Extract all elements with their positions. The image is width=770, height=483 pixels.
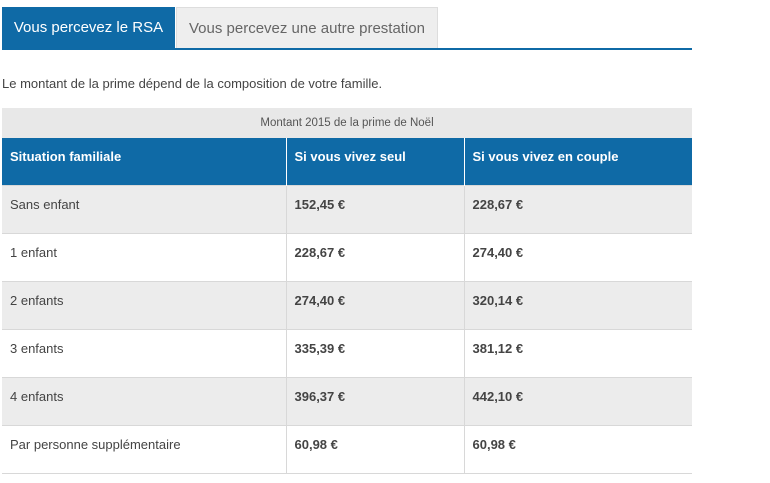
- situation-cell: 2 enfants: [2, 280, 286, 329]
- column-header: Si vous vivez seul: [285, 138, 464, 185]
- situation-cell: Sans enfant: [2, 184, 286, 233]
- seul-amount-cell: 335,39 €: [285, 328, 464, 377]
- table-row: Par personne supplémentaire 60,98 €60,98 …: [2, 424, 692, 474]
- situation-cell: 4 enfants: [2, 376, 286, 425]
- couple-amount-cell: 320,14 €: [463, 280, 692, 329]
- situation-cell: 3 enfants: [2, 328, 286, 377]
- table-row: 3 enfants 335,39 €381,12 €: [2, 328, 692, 377]
- intro-text: Le montant de la prime dépend de la comp…: [2, 76, 383, 91]
- seul-amount-cell: 274,40 €: [285, 280, 464, 329]
- seul-amount-cell: 60,98 €: [285, 424, 464, 474]
- couple-amount-cell: 381,12 €: [463, 328, 692, 377]
- couple-amount-cell: 442,10 €: [463, 376, 692, 425]
- seul-amount-cell: 228,67 €: [285, 232, 464, 281]
- situation-cell: 1 enfant: [2, 232, 286, 281]
- column-header: Si vous vivez en couple: [463, 138, 692, 185]
- table-row: 1 enfant 228,67 €274,40 €: [2, 232, 692, 281]
- table-row: Sans enfant 152,45 €228,67 €: [2, 184, 692, 233]
- tab-rsa[interactable]: Vous percevez le RSA: [2, 7, 175, 48]
- table-row: 4 enfants 396,37 €442,10 €: [2, 376, 692, 425]
- table-row: 2 enfants 274,40 €320,14 €: [2, 280, 692, 329]
- seul-amount-cell: 152,45 €: [285, 184, 464, 233]
- situation-cell: Par personne supplémentaire: [2, 424, 286, 474]
- couple-amount-cell: 274,40 €: [463, 232, 692, 281]
- column-header: Situation familiale: [2, 138, 286, 185]
- couple-amount-cell: 228,67 €: [463, 184, 692, 233]
- tab-autre-prestation[interactable]: Vous percevez une autre prestation: [176, 7, 438, 48]
- prime-table: Montant 2015 de la prime de Noël Situati…: [2, 108, 692, 474]
- seul-amount-cell: 396,37 €: [285, 376, 464, 425]
- tab-bar: Vous percevez le RSA Vous percevez une a…: [2, 7, 692, 50]
- table-caption: Montant 2015 de la prime de Noël: [2, 108, 692, 138]
- couple-amount-cell: 60,98 €: [463, 424, 692, 474]
